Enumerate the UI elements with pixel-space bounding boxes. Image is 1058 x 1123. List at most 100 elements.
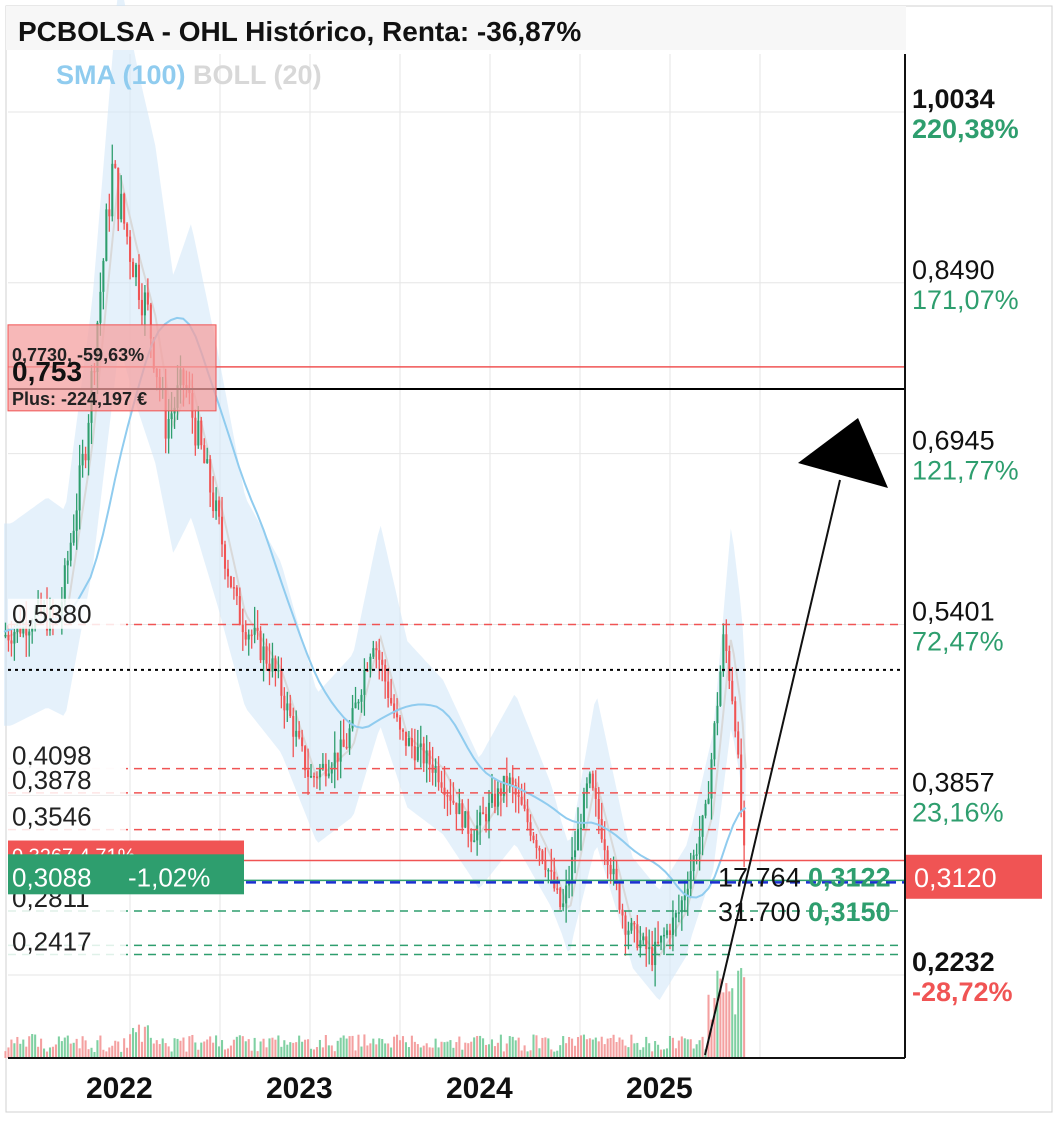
volume-bar	[734, 1014, 737, 1058]
volume-bar	[571, 1038, 574, 1058]
candle	[547, 869, 550, 872]
volume-bar	[256, 1051, 259, 1058]
volume-bar	[84, 1040, 87, 1058]
volume-bar	[434, 1038, 437, 1058]
volume-bar	[312, 1049, 316, 1058]
candle	[244, 632, 247, 640]
volume-bar	[146, 1025, 149, 1058]
volume-bar	[654, 1041, 657, 1058]
candle	[725, 634, 728, 652]
volume-bar	[517, 1037, 520, 1058]
volume-bar	[99, 1035, 102, 1058]
volume-bar	[615, 1042, 618, 1058]
volume-bar	[48, 1047, 52, 1058]
order-qty-label: 17.764	[718, 863, 801, 893]
candle	[520, 796, 523, 805]
volume-bar	[19, 1043, 22, 1058]
volume-bar	[597, 1041, 600, 1058]
boll-indicator-label[interactable]: BOLL (20)	[193, 60, 322, 90]
candle	[642, 936, 645, 941]
volume-bar	[283, 1040, 286, 1058]
candle	[407, 738, 410, 746]
volume-bar	[541, 1037, 544, 1058]
volume-bar	[265, 1047, 268, 1058]
volume-bar	[304, 1039, 307, 1058]
candle	[496, 788, 499, 807]
candle	[514, 785, 517, 795]
candle	[657, 941, 660, 944]
volume-bar	[642, 1047, 645, 1058]
candle	[443, 787, 446, 796]
chart-title: PCBOLSA - OHL Histórico, Renta: -36,87%	[18, 16, 582, 47]
candle	[309, 775, 313, 778]
candle	[719, 671, 722, 706]
volume-bar	[582, 1034, 585, 1058]
volume-bar	[54, 1044, 57, 1058]
volume-bar	[532, 1034, 535, 1058]
volume-bar	[232, 1039, 235, 1058]
sma-indicator-label[interactable]: SMA (100)	[56, 60, 186, 90]
trend-arrow-head	[798, 418, 888, 488]
candle	[502, 775, 505, 796]
volume-bar	[559, 1045, 562, 1058]
candle	[66, 560, 69, 566]
volume-bar	[185, 1051, 188, 1058]
candle	[651, 947, 654, 966]
candle	[731, 680, 734, 702]
volume-bar	[401, 1036, 405, 1058]
candle	[78, 465, 81, 511]
volume-bar	[218, 1046, 221, 1058]
candle	[87, 422, 90, 461]
volume-bar	[25, 1046, 28, 1058]
candle	[351, 708, 354, 729]
volume-bar	[662, 1049, 666, 1058]
volume-bar	[16, 1036, 19, 1058]
volume-bar	[743, 977, 746, 1058]
title-bar: PCBOLSA - OHL Histórico, Renta: -36,87%	[6, 6, 906, 50]
candle	[146, 292, 149, 305]
candle	[132, 261, 135, 278]
candle	[627, 930, 630, 935]
volume-bar	[425, 1043, 428, 1058]
volume-bar	[499, 1034, 502, 1058]
volume-bar	[458, 1036, 461, 1058]
candle	[410, 738, 413, 747]
candle	[674, 913, 677, 918]
green-price-box	[8, 854, 244, 895]
volume-bar	[155, 1040, 158, 1058]
volume-bar	[393, 1036, 396, 1058]
volume-bar	[526, 1051, 529, 1058]
candle	[75, 510, 78, 531]
candle	[333, 752, 336, 769]
volume-bar	[437, 1047, 440, 1058]
volume-bar	[627, 1047, 630, 1058]
volume-bar	[603, 1044, 606, 1058]
volume-bar	[443, 1042, 446, 1058]
candle	[253, 627, 256, 635]
volume-bar	[606, 1038, 609, 1058]
volume-bar	[188, 1036, 191, 1058]
volume-bar	[13, 1043, 16, 1058]
candle	[277, 669, 280, 672]
candle	[591, 773, 594, 789]
candle	[630, 922, 633, 931]
volume-bar	[315, 1047, 318, 1058]
volume-bar	[339, 1037, 342, 1058]
candle	[13, 631, 16, 644]
candle	[232, 587, 235, 589]
volume-bar	[565, 1043, 568, 1058]
candle	[425, 750, 428, 764]
candle	[740, 754, 743, 812]
volume-bar	[280, 1046, 283, 1058]
volume-bar	[354, 1050, 357, 1058]
candle	[218, 500, 221, 517]
y-axis-pct-label: 121,77%	[912, 456, 1019, 486]
volume-bar	[657, 1044, 660, 1058]
candle	[203, 445, 206, 464]
volume-bar	[508, 1036, 511, 1058]
candle	[212, 492, 215, 512]
volume-bar	[591, 1039, 594, 1058]
volume-bar	[470, 1041, 473, 1058]
volume-bar	[369, 1043, 372, 1058]
candle	[562, 903, 565, 908]
